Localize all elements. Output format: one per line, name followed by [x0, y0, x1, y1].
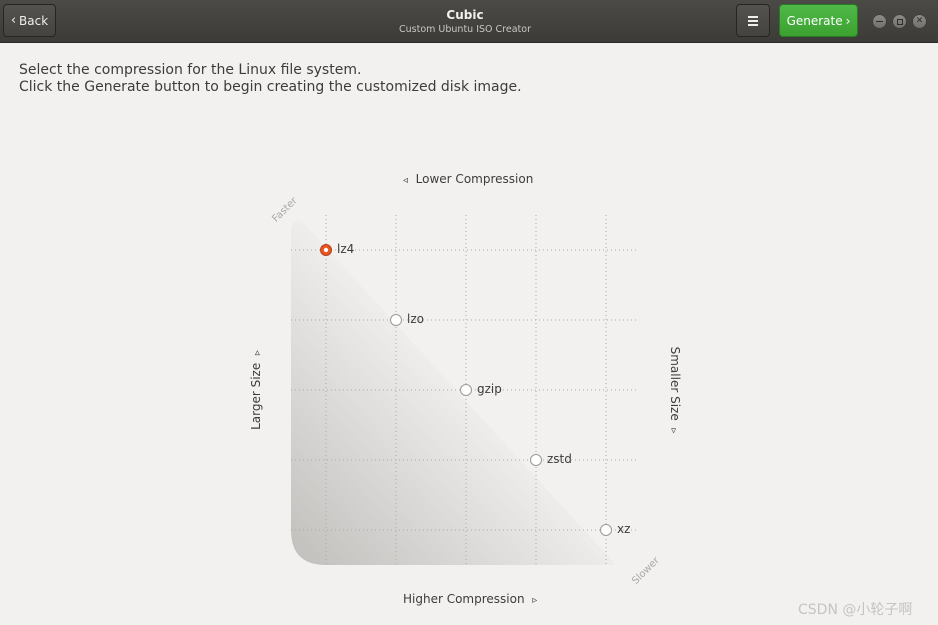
option-label-zstd[interactable]: zstd	[547, 452, 572, 466]
instructions: Select the compression for the Linux fil…	[19, 62, 522, 96]
larger-size-label: Larger Size ▹	[249, 350, 263, 430]
watermark: CSDN @小轮子啊	[798, 602, 913, 618]
option-label-lz4[interactable]: lz4	[337, 242, 355, 256]
option-label-gzip[interactable]: gzip	[477, 382, 502, 396]
triangle-right-icon: ▹	[252, 350, 263, 356]
option-markers	[320, 244, 612, 536]
smaller-size-label: Smaller Size ▹	[668, 346, 682, 434]
radio-gzip[interactable]	[460, 384, 472, 396]
triangle-right-icon: ▹	[668, 428, 679, 434]
window-subtitle: Custom Ubuntu ISO Creator	[399, 24, 531, 35]
close-icon: ✕	[915, 16, 924, 26]
radio-lzo[interactable]	[390, 314, 402, 326]
window-title-area: Cubic Custom Ubuntu ISO Creator	[340, 7, 590, 36]
compression-triangle	[291, 220, 616, 565]
hamburger-menu-icon	[748, 15, 758, 26]
chevron-right-icon: ›	[845, 13, 851, 28]
slower-label: Slower	[630, 555, 662, 587]
radio-xz[interactable]	[600, 524, 612, 536]
option-label-lzo[interactable]: lzo	[407, 312, 424, 326]
header-bar: ‹ Back Cubic Custom Ubuntu ISO Creator G…	[0, 0, 938, 43]
minimize-icon	[876, 20, 883, 23]
option-label-xz[interactable]: xz	[617, 522, 631, 536]
window-title: Cubic	[446, 8, 484, 22]
faster-label: Faster	[270, 195, 300, 225]
instruction-line-1: Select the compression for the Linux fil…	[19, 62, 362, 78]
maximize-icon	[896, 18, 903, 25]
minimize-button[interactable]	[872, 14, 887, 29]
chevron-left-icon: ‹	[10, 13, 17, 28]
triangle-left-icon: ◃	[403, 175, 409, 186]
higher-compression-label: Higher Compression ▹	[403, 592, 538, 606]
back-button-label: Back	[19, 13, 49, 28]
close-button[interactable]: ✕	[912, 14, 927, 29]
maximize-button[interactable]	[892, 14, 907, 29]
back-button[interactable]: ‹ Back	[3, 4, 56, 37]
radio-zstd[interactable]	[530, 454, 542, 466]
lower-compression-label: ◃ Lower Compression	[403, 172, 534, 186]
menu-button[interactable]	[736, 4, 770, 37]
radio-lz4[interactable]	[320, 244, 332, 256]
instruction-line-2: Click the Generate button to begin creat…	[19, 79, 522, 95]
triangle-right-icon: ▹	[532, 595, 538, 606]
generate-button-label: Generate	[786, 13, 843, 28]
generate-button[interactable]: Generate ›	[779, 4, 858, 37]
